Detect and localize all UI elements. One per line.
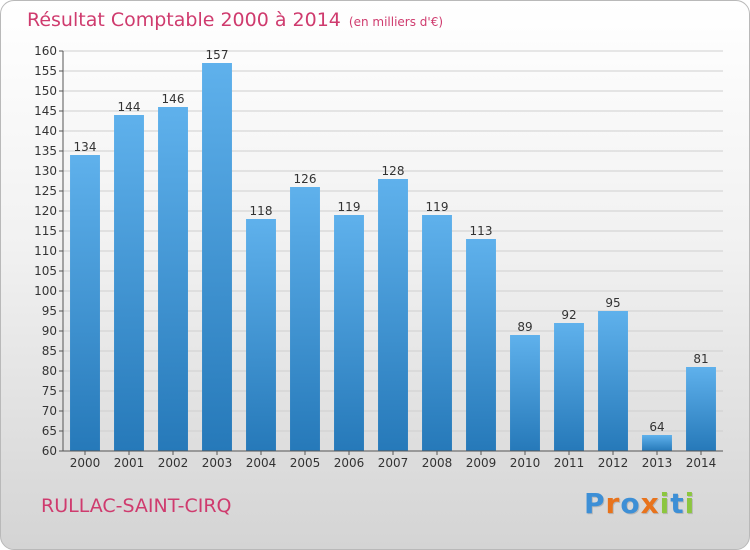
bar-value-label: 95 [605,296,620,310]
y-tick-label: 155 [34,64,57,78]
y-tick-label: 100 [34,284,57,298]
x-tick-label: 2011 [554,456,585,470]
chart-title-text: Résultat Comptable 2000 à 2014 [27,9,341,31]
y-tick-label: 130 [34,164,57,178]
y-tick-label: 135 [34,144,57,158]
bar-value-label: 92 [561,308,576,322]
bar [70,155,100,451]
chart-subtitle: (en milliers d'€) [348,15,444,29]
x-tick-label: 2006 [334,456,365,470]
x-axis: 2000 2001 2002 2003 2004 2005 2006 2007 2008 2009… [63,450,723,470]
bar [158,107,188,451]
y-tick-label: 140 [34,124,57,138]
y-tick-label: 110 [34,244,57,258]
bar [466,239,496,451]
y-tick-label: 150 [34,84,57,98]
logo-letter: r [605,487,621,520]
logo-letter: i [659,487,671,520]
y-tick-label: 145 [34,104,57,118]
y-tick-label: 95 [42,304,57,318]
bar [510,335,540,451]
x-tick-label: 2002 [158,456,189,470]
x-tick-label: 2014 [686,456,717,470]
y-tick-label: 105 [34,264,57,278]
y-tick-label: 80 [42,364,57,378]
logo-letter: i [684,487,696,520]
x-tick-label: 2000 [70,456,101,470]
x-tick-label: 2012 [598,456,629,470]
y-tick-label: 70 [42,404,57,418]
y-tick-label: 90 [42,324,57,338]
bar [334,215,364,451]
logo-letter: o [620,487,641,520]
bar [686,367,716,451]
bar-value-label: 89 [517,320,532,334]
y-tick-label: 85 [42,344,57,358]
bar [554,323,584,451]
logo-letter: P [584,487,606,520]
bar-value-label: 64 [649,420,664,434]
x-tick-label: 2008 [422,456,453,470]
bar [378,179,408,451]
bar-value-label: 119 [338,200,361,214]
x-tick-label: 2009 [466,456,497,470]
y-tick-label: 125 [34,184,57,198]
x-tick-label: 2010 [510,456,541,470]
bar-value-label: 134 [74,140,97,154]
bar [202,63,232,451]
bar-value-label: 146 [162,92,185,106]
y-tick-label: 160 [34,44,57,58]
bar-value-label: 119 [426,200,449,214]
y-tick-label: 65 [42,424,57,438]
bar-value-label: 128 [382,164,405,178]
bar [598,311,628,451]
x-tick-label: 2013 [642,456,673,470]
bar-value-label: 157 [206,48,229,62]
x-tick-label: 2004 [246,456,277,470]
logo-letter: t [670,487,685,520]
bar-value-label: 113 [470,224,493,238]
bar [642,435,672,451]
x-tick-label: 2007 [378,456,409,470]
bar-value-label: 126 [294,172,317,186]
bars: 134 144 146 157 118 126 119 128 119 113 89 92 95 64 81 [70,48,716,451]
bar [114,115,144,451]
x-tick-label: 2005 [290,456,321,470]
x-tick-label: 2001 [114,456,145,470]
bar-value-label: 118 [250,204,273,218]
y-tick-label: 60 [42,444,57,458]
y-tick-label: 75 [42,384,57,398]
y-tick-label: 115 [34,224,57,238]
bar [246,219,276,451]
bar [290,187,320,451]
bar-value-label: 144 [118,100,141,114]
bar-value-label: 81 [693,352,708,366]
y-tick-label: 120 [34,204,57,218]
chart-title: Résultat Comptable 2000 à 2014 (en millie… [27,9,443,31]
x-tick-label: 2003 [202,456,233,470]
logo-letter: x [640,487,660,520]
town-name: RULLAC-SAINT-CIRQ [41,495,232,517]
bar [422,215,452,451]
y-axis: 60 65 70 75 80 85 90 95 100 105 110 115 120 125 130 135… [34,44,64,458]
proxiti-logo: Proxiti [584,487,695,520]
